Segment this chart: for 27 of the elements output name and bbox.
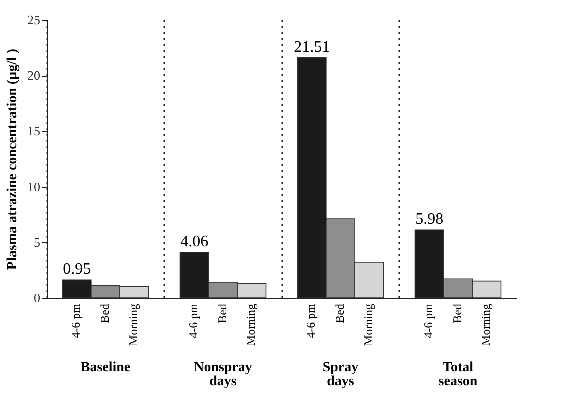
x-tick-label: Total season (438, 360, 478, 390)
y-tick-label: 20 (28, 68, 40, 84)
text: Morning (244, 304, 258, 346)
annotation: 0.95 (63, 261, 92, 278)
y-tick-label: 15 (28, 124, 40, 139)
text: 4-6 pm (186, 304, 201, 338)
text: Bed (215, 304, 230, 324)
y-tick-label: 0 (34, 290, 40, 306)
text: 4-6 pm (69, 303, 84, 338)
y-axis-title: Plasma atrazine concentration (µg/l ) (6, 48, 20, 270)
text: Bed (98, 304, 112, 324)
text: Bed (332, 304, 347, 324)
x-tick-label: Nonspray days (194, 360, 252, 390)
annotation: 21.51 (294, 38, 330, 56)
y-tick-label: 5 (34, 234, 40, 250)
text: Morning (361, 304, 376, 346)
text: 4-6 pm (422, 304, 436, 338)
annotation: 5.98 (416, 211, 444, 228)
text: Morning (478, 304, 493, 346)
text: Bed (450, 304, 464, 324)
y-tick-label: 25 (28, 12, 40, 28)
x-tick-label: Baseline (80, 360, 131, 376)
text: Morning (126, 304, 140, 346)
annotation: 4.06 (180, 233, 209, 250)
y-tick-label: 10 (28, 179, 40, 194)
text: 4-6 pm (304, 304, 318, 338)
x-tick-label: Spray days (322, 360, 359, 390)
